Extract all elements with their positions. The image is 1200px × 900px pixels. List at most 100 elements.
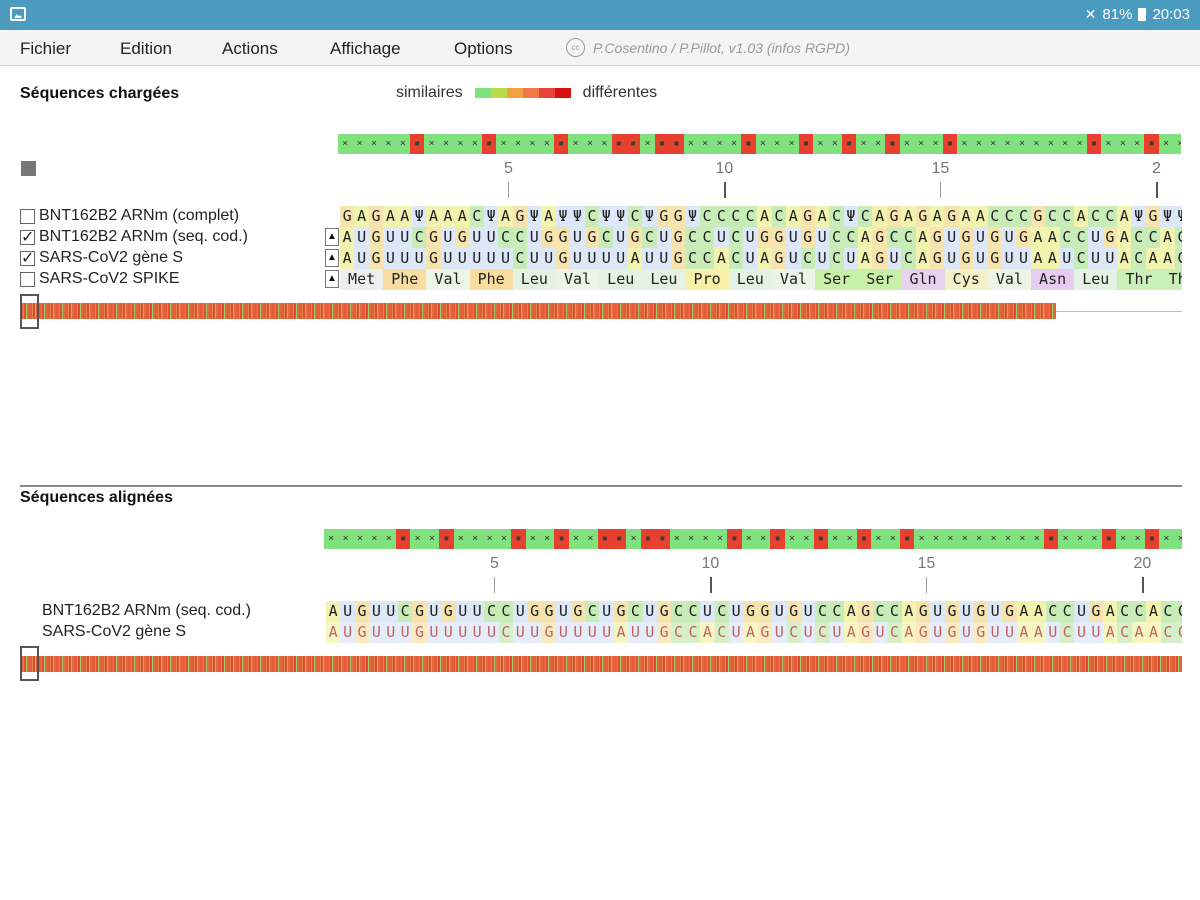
nucleotide: U <box>527 227 542 248</box>
sim-cell-similar: × <box>1130 529 1145 549</box>
sim-cell-different: ▪ <box>654 134 670 154</box>
nucleotide: C <box>599 227 614 248</box>
nucleotide: C <box>886 227 902 248</box>
triangle-up-icon[interactable]: ▲ <box>325 270 339 288</box>
nucleotide: A <box>973 206 988 227</box>
nucleotide: U <box>483 227 499 248</box>
nucleotide: C <box>843 227 859 248</box>
nucleotide: U <box>469 601 485 622</box>
nucleotide: C <box>1059 206 1074 227</box>
menu-affichage[interactable]: Affichage <box>330 39 401 58</box>
nucleotide: C <box>771 206 787 227</box>
nucleotide: A <box>440 206 456 227</box>
sim-cell-different: ▪ <box>655 529 670 549</box>
nucleotide: C <box>685 622 701 643</box>
sim-cell-similar: × <box>568 134 583 154</box>
nucleotide: C <box>728 227 743 248</box>
checkbox-bnt-complete[interactable] <box>20 208 35 224</box>
nucleotide: A <box>1146 601 1161 622</box>
menu-fichier[interactable]: Fichier <box>20 39 72 58</box>
nucleotide: G <box>670 206 686 227</box>
sim-cell-similar: × <box>828 529 843 549</box>
menu-edition[interactable]: Edition <box>120 39 172 58</box>
sim-cell-similar: × <box>626 529 641 549</box>
aligned-seq-label: BNT162B2 ARNm (seq. cod.) <box>42 602 251 619</box>
nucleotide: U <box>930 622 945 643</box>
sim-cell-different: ▪ <box>554 134 569 154</box>
sim-cell-similar: × <box>943 529 958 549</box>
sim-cell-similar: × <box>1087 529 1102 549</box>
nucleotide: C <box>714 622 729 643</box>
section-divider[interactable] <box>20 485 1182 487</box>
aligned-overview-similarity-bar[interactable] <box>20 656 1182 672</box>
nucleotide: U <box>541 248 556 269</box>
nucleotide: C <box>1160 622 1176 643</box>
nucleotide: U <box>354 248 369 269</box>
sim-cell-different: ▪ <box>439 529 454 549</box>
nucleotide: U <box>397 248 412 269</box>
nucleotide: U <box>513 601 528 622</box>
triangle-up-icon[interactable]: ▲ <box>325 228 339 246</box>
credits-text[interactable]: P.Cosentino / P.Pillot, v1.03 (infos RGP… <box>593 39 851 56</box>
amino-acid: Pro <box>685 269 729 290</box>
sim-cell-similar: × <box>583 529 598 549</box>
nucleotide: G <box>987 227 1002 248</box>
sequence-spike-protein[interactable]: Met Phe Val Phe Leu Val Leu Leu Pro Leu Val Ser Ser G… <box>340 269 1182 290</box>
ruler-tick-mark <box>724 182 727 198</box>
aligned-overview-viewport-handle[interactable] <box>20 646 39 681</box>
credits[interactable]: cc P.Cosentino / P.Pillot, v1.03 (infos … <box>566 38 850 57</box>
nucleotide: U <box>440 227 456 248</box>
sim-cell-similar: × <box>352 134 367 154</box>
nucleotide: Ψ <box>685 206 700 227</box>
status-bar: ✕ 81% 20:03 <box>0 0 1200 30</box>
nucleotide: U <box>642 601 657 622</box>
sim-cell-similar: × <box>1014 134 1030 154</box>
overview-viewport-handle[interactable] <box>20 294 39 329</box>
sim-cell-similar: × <box>1115 134 1130 154</box>
nucleotide: C <box>397 601 413 622</box>
menu-options[interactable]: Options <box>454 39 513 58</box>
nucleotide: U <box>930 601 945 622</box>
nucleotide: C <box>469 206 484 227</box>
checkbox-sars-s[interactable]: ✓ <box>20 249 35 267</box>
nucleotide: U <box>959 601 974 622</box>
sim-cell-similar: × <box>726 134 742 154</box>
nucleotide: U <box>628 622 643 643</box>
nucleotide: Ψ <box>1160 206 1175 227</box>
sim-cell-similar: × <box>899 134 914 154</box>
triangle-up-icon[interactable]: ▲ <box>325 249 339 267</box>
nucleotide: G <box>771 227 787 248</box>
nucleotide: C <box>815 622 830 643</box>
sim-cell-similar: × <box>1158 134 1174 154</box>
nucleotide: U <box>585 622 600 643</box>
nucleotide: C <box>728 248 743 269</box>
sim-cell-different: ▪ <box>1101 529 1116 549</box>
nucleotide: G <box>426 227 441 248</box>
select-all-toggle[interactable] <box>21 161 36 176</box>
amino-acid: Leu <box>599 269 643 290</box>
checkbox-spike[interactable] <box>20 271 35 287</box>
nucleotide: U <box>513 622 528 643</box>
overview-similarity-bar[interactable] <box>20 303 1056 319</box>
sim-cell-similar: × <box>1015 529 1030 549</box>
checkbox-bnt-cod[interactable]: ✓ <box>20 228 35 246</box>
nucleotide: C <box>1160 601 1176 622</box>
nucleotide: U <box>455 601 470 622</box>
sim-cell-similar: × <box>366 134 382 154</box>
mute-icon: ✕ <box>1084 6 1097 22</box>
nucleotide: C <box>512 248 528 269</box>
nucleotide: G <box>368 248 384 269</box>
seq-label: SARS-CoV2 gène S <box>39 249 184 266</box>
nucleotide: U <box>383 622 398 643</box>
nucleotide: U <box>440 248 456 269</box>
menu-actions[interactable]: Actions <box>222 39 278 58</box>
nucleotide: G <box>670 227 686 248</box>
sim-cell-similar: × <box>971 134 986 154</box>
nucleotide: U <box>656 248 671 269</box>
nucleotide: U <box>613 227 628 248</box>
